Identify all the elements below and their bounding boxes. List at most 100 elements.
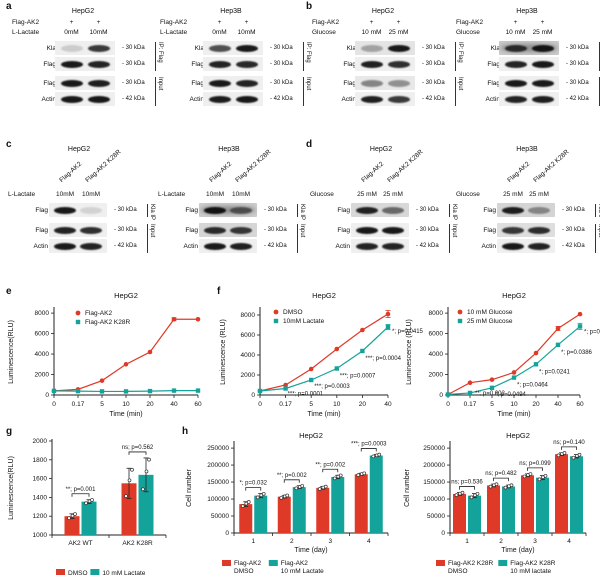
blot-title: Hep3B: [218, 146, 240, 153]
blot-band-box: [355, 41, 415, 55]
replicate-dot: [503, 485, 508, 490]
data-point-circle: [308, 366, 314, 372]
blot-title: Hep3B: [516, 8, 538, 15]
blot-group-line: [147, 204, 148, 217]
blot-marker-label: - 30 kDa: [114, 207, 137, 213]
annotation-pvalue: **; p=0.002: [277, 473, 308, 479]
blot-row-label: Flag: [191, 80, 204, 87]
chart-title: HepG2: [114, 291, 138, 300]
annotation-pvalue: ***; p=0.0003: [351, 442, 387, 448]
data-point-circle: [533, 350, 539, 356]
blot-row-label: Flag: [43, 80, 56, 87]
significance-bracket: [360, 448, 377, 452]
y-tick-label: 4000: [241, 352, 256, 359]
bar: [555, 454, 568, 533]
y-tick-label: 0: [45, 392, 49, 399]
blot-header-label: L-Lactate: [12, 29, 40, 36]
blot-marker-label: - 30 kDa: [122, 61, 145, 67]
blot-band: [235, 60, 258, 68]
replicate-dot: [124, 494, 128, 498]
data-point-circle: [123, 361, 129, 367]
y-tick-label: 4000: [429, 351, 444, 358]
blot-group-label: IP: Flag: [457, 42, 463, 63]
blot-band-box: [499, 57, 559, 71]
bar: [487, 485, 500, 533]
legend-marker: [75, 310, 81, 316]
blot-group-label: Input: [457, 77, 463, 91]
x-tick-label: 60: [576, 401, 584, 408]
blot-header-label: Glucose: [456, 191, 480, 198]
chart-h-ak2: 0 50000 100000 150000 200000 250000 HepG2 Cell …: [180, 427, 398, 579]
series-0: [64, 467, 137, 535]
y-tick-label: 6000: [429, 331, 444, 338]
x-tick-label: 0.17: [72, 401, 85, 408]
blot-group-line: [155, 77, 156, 106]
blot-band-box: [49, 239, 107, 253]
annotation-pvalue: *; p=0.0386: [561, 350, 593, 356]
blot-row-label: Actin: [341, 96, 356, 103]
blot-title: Hep3B: [516, 146, 538, 153]
replicate-dot: [332, 476, 337, 481]
bar: [316, 487, 330, 533]
blot-group-label: Input: [451, 224, 457, 238]
legend-label: Flag-AK2 K28R: [510, 560, 555, 567]
x-axis-label: Time (day): [294, 547, 327, 554]
blot-marker-label: - 30 kDa: [270, 80, 293, 86]
legend-label: 10 mM lactate: [510, 568, 551, 575]
blot-lane-value: +: [513, 19, 518, 26]
blot-band-box: [355, 76, 415, 90]
x-tick-label: 10: [333, 401, 341, 408]
data-point-square: [511, 375, 517, 380]
blot-band: [504, 79, 527, 87]
legend-label: Flag-AK2: [234, 560, 261, 567]
replicate-dot: [577, 452, 582, 457]
significance-bracket: [459, 486, 475, 490]
blot-band: [504, 44, 527, 52]
blot-lane-value: 25 mM: [357, 191, 377, 198]
legend-swatch: [56, 569, 65, 575]
legend-marker: [75, 319, 81, 325]
y-axis-label: Luminescence (RLU): [406, 319, 413, 385]
y-axis-label: Luminescence(RLU): [8, 320, 15, 384]
y-tick-label: 0: [439, 392, 443, 399]
series-1: [468, 452, 583, 533]
data-point-square: [577, 324, 583, 329]
blot-band: [382, 242, 404, 250]
chart-e-svg: 0 2000 4000 6000 8000 HepG2 Luminescence(RLU) T…: [8, 291, 202, 418]
blot-group-label: Kla IP: [299, 204, 305, 221]
data-point-square: [360, 348, 365, 354]
blot-column-label: Flag-AK2 K28R: [386, 148, 425, 184]
blot-group-line: [297, 204, 298, 217]
x-tick-label: 40: [554, 401, 562, 408]
y-tick-label: 0: [251, 392, 255, 399]
blot-band: [54, 226, 76, 234]
blot-title: Hep3B: [220, 8, 242, 15]
blot-header-label: Glucose: [312, 29, 336, 36]
legend-swatch: [436, 560, 445, 566]
annotation-pvalue: **; p=0.002: [315, 462, 346, 468]
blot-lane-value: 0mM: [64, 29, 79, 36]
chart-e: 0 2000 4000 6000 8000 HepG2 Luminescence(RLU) T…: [2, 287, 212, 427]
blot-band: [230, 206, 252, 214]
annotation-pvalue: ***; p=0.0004: [365, 356, 401, 362]
bar: [254, 495, 268, 533]
blot-band-box: [199, 203, 257, 217]
data-point-circle: [555, 326, 561, 331]
legend-label: DMSO: [283, 309, 303, 316]
series-line: [53, 318, 198, 392]
data-point-circle: [467, 380, 473, 386]
significance-bracket: [128, 451, 147, 455]
blot-band: [208, 44, 231, 52]
series-0: [445, 311, 583, 397]
annotation-pvalue: **; p=0.001: [66, 487, 97, 493]
x-tick-label: 5: [490, 401, 494, 408]
blot-marker-label: - 42 kDa: [122, 96, 145, 102]
blot-row-label: Flag: [185, 207, 198, 214]
blot-row-label: Flag: [483, 227, 496, 234]
panel-label-h: h: [182, 426, 189, 437]
blot-column-label: Flag-AK2: [506, 160, 532, 184]
blot-band: [531, 60, 554, 68]
blot-marker-label: - 42 kDa: [264, 243, 287, 249]
x-tick-label: 4: [367, 538, 371, 545]
